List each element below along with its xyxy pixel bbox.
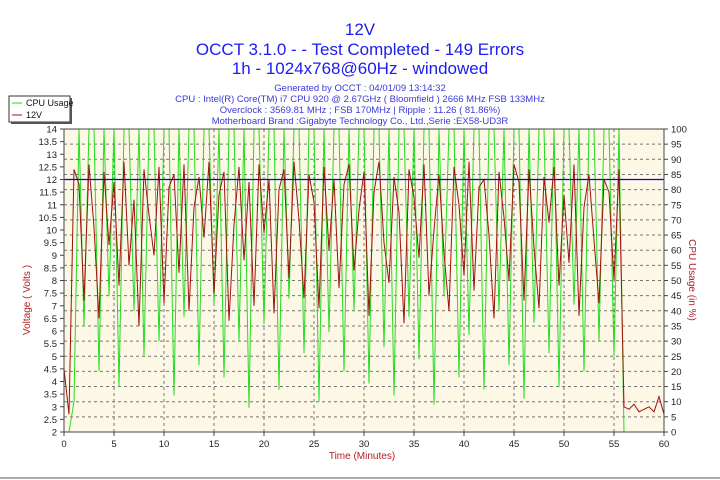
y2-tick-label: 30 — [671, 337, 682, 348]
y2-tick-label: 40 — [671, 306, 682, 317]
y-tick-label: 4 — [52, 377, 57, 388]
y2-tick-label: 35 — [671, 321, 682, 332]
x-tick-label: 60 — [659, 439, 670, 450]
y-tick-label: 3 — [52, 402, 57, 413]
y-tick-label: 2.5 — [44, 415, 57, 426]
y2-tick-label: 60 — [671, 246, 682, 257]
plot-border — [63, 128, 665, 433]
y-tick-label: 8 — [52, 276, 57, 287]
info-motherboard: Motherboard Brand :Gigabyte Technology C… — [212, 116, 509, 127]
y2-tick-label: 100 — [671, 125, 687, 136]
y2-tick-label: 0 — [671, 428, 676, 439]
y-tick-label: 6 — [52, 327, 57, 338]
y-tick-label: 11.5 — [39, 188, 57, 199]
chart-title: 12V — [345, 20, 376, 39]
x-tick-label: 20 — [259, 439, 270, 450]
x-tick-label: 35 — [409, 439, 420, 450]
axis-ticks: 0 5 10 15 20 25 30 35 40 45 50 55 601009590858075706… — [39, 125, 687, 451]
x-tick-label: 30 — [359, 439, 370, 450]
y-tick-label: 13.5 — [39, 137, 58, 148]
chart-subtitle-1: OCCT 3.1.0 - - Test Completed - 149 Erro… — [196, 40, 524, 59]
x-tick-label: 15 — [209, 439, 220, 450]
x-tick-label: 10 — [159, 439, 170, 450]
y-tick-label: 9 — [52, 251, 57, 262]
y-tick-label: 5.5 — [44, 339, 57, 350]
y-tick-label: 7 — [52, 301, 57, 312]
y2-tick-label: 95 — [671, 140, 682, 151]
legend: CPU Usage 12V — [8, 95, 74, 124]
y-axis-title: Voltage ( Volts ) — [22, 265, 33, 335]
x-tick-label: 0 — [61, 439, 66, 450]
y2-tick-label: 85 — [671, 170, 682, 181]
legend-label-12v: 12V — [26, 110, 42, 120]
y2-tick-label: 10 — [671, 397, 682, 408]
x-tick-label: 45 — [509, 439, 520, 450]
x-tick-label: 55 — [609, 439, 620, 450]
y-tick-label: 9.5 — [44, 238, 57, 249]
y-tick-label: 14 — [46, 125, 57, 136]
y2-tick-label: 15 — [671, 382, 682, 393]
y2-tick-label: 80 — [671, 185, 682, 196]
x-tick-label: 50 — [559, 439, 570, 450]
y2-tick-label: 65 — [671, 231, 682, 242]
info-generated: Generated by OCCT : 04/01/09 13:14:32 — [274, 83, 445, 94]
y-tick-label: 8.5 — [44, 263, 57, 274]
y2-tick-label: 90 — [671, 155, 682, 166]
y-tick-label: 6.5 — [44, 314, 57, 325]
y-tick-label: 3.5 — [44, 390, 57, 401]
y-tick-label: 10 — [46, 226, 57, 237]
y-tick-label: 11 — [47, 200, 57, 211]
y-tick-label: 7.5 — [44, 289, 57, 300]
info-overclock: Overclock : 3569.81 MHz ; FSB 170MHz | R… — [220, 105, 501, 116]
legend-label-cpu: CPU Usage — [26, 98, 74, 108]
y-tick-label: 12.5 — [39, 162, 58, 173]
y-tick-label: 12 — [46, 175, 57, 186]
chart-subtitle-2: 1h - 1024x768@60Hz - windowed — [232, 59, 488, 78]
y-tick-label: 2 — [52, 428, 57, 439]
y-tick-label: 4.5 — [44, 364, 57, 375]
y2-tick-label: 5 — [671, 412, 676, 423]
y2-axis-title: CPU Usage (in %) — [686, 239, 697, 321]
series-line-12v — [63, 161, 665, 415]
y-tick-label: 13 — [46, 150, 57, 161]
y2-tick-label: 20 — [671, 367, 682, 378]
x-tick-label: 40 — [459, 439, 470, 450]
x-tick-label: 25 — [309, 439, 320, 450]
y2-tick-label: 25 — [671, 352, 682, 363]
y2-tick-label: 55 — [671, 261, 682, 272]
y2-tick-label: 45 — [671, 291, 682, 302]
y2-tick-label: 70 — [671, 215, 682, 226]
info-cpu: CPU : Intel(R) Core(TM) i7 CPU 920 @ 2.6… — [175, 94, 545, 105]
x-tick-label: 5 — [111, 439, 116, 450]
y2-tick-label: 50 — [671, 276, 682, 287]
y-tick-label: 10.5 — [39, 213, 58, 224]
y-tick-label: 5 — [52, 352, 57, 363]
x-axis-title: Time (Minutes) — [329, 451, 395, 462]
y2-tick-label: 75 — [671, 200, 682, 211]
